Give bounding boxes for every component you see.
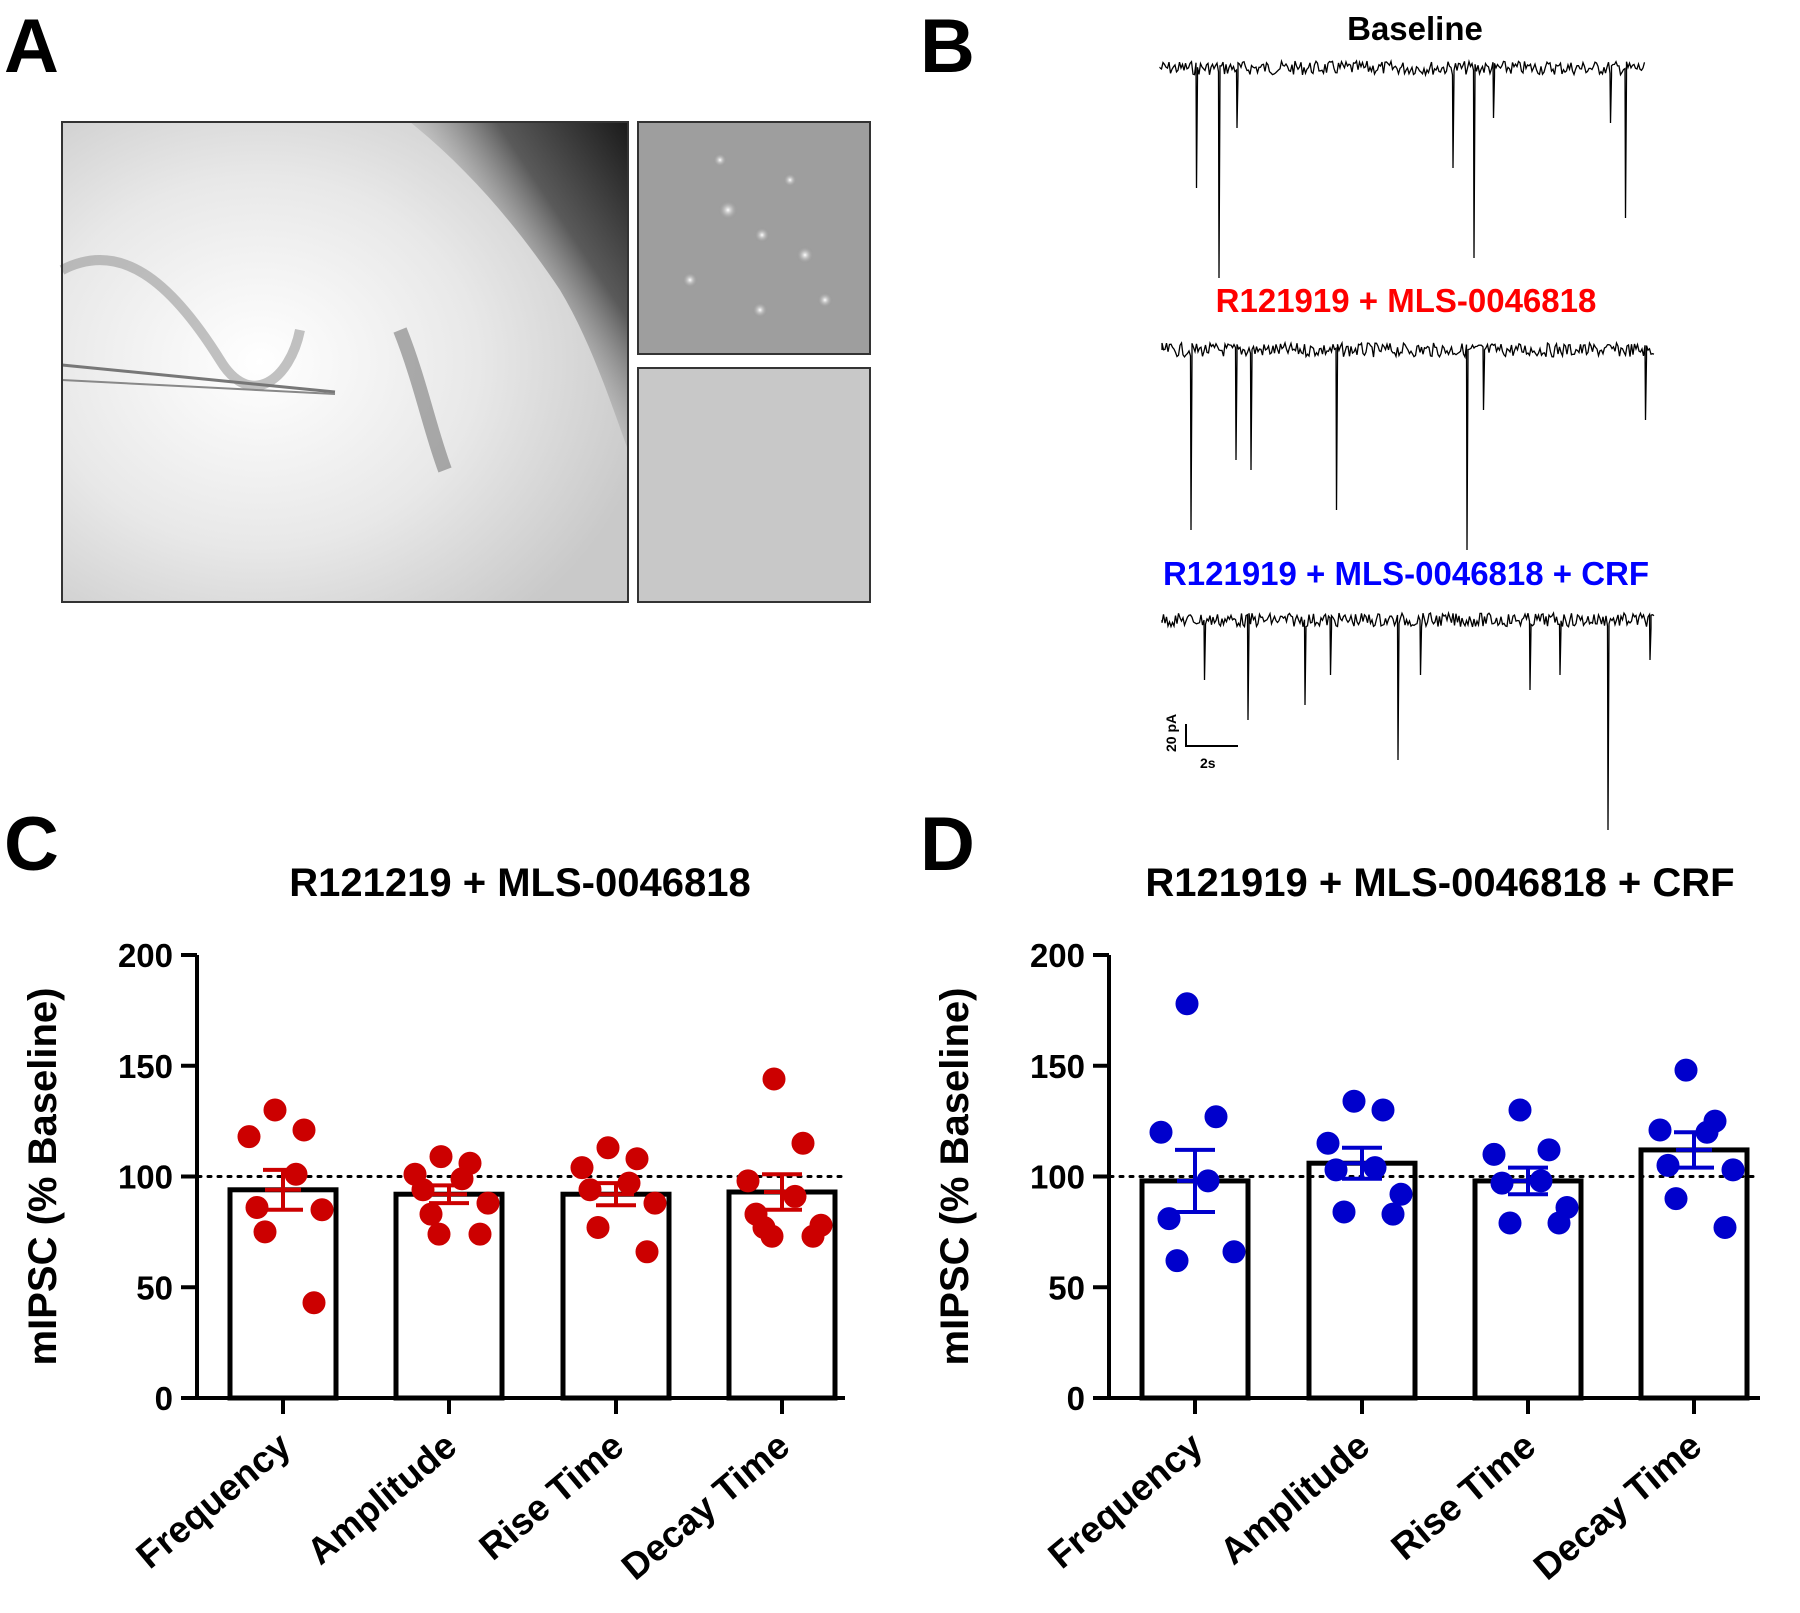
data-point (1324, 1158, 1348, 1182)
scale-bar-y-label: 20 pA (1163, 714, 1179, 752)
data-point (411, 1178, 435, 1202)
y-tick-label: 150 (118, 1048, 173, 1085)
data-point (1508, 1098, 1532, 1122)
fluorescence-image (637, 121, 871, 355)
data-point (1648, 1118, 1672, 1142)
trace-title-drug: R121919 + MLS-0046818 (1216, 282, 1597, 319)
data-point (419, 1202, 443, 1226)
data-point (263, 1098, 287, 1122)
data-point (476, 1191, 500, 1215)
trace-baseline (1159, 58, 1646, 279)
y-tick-label: 0 (1067, 1380, 1085, 1417)
data-point (1175, 992, 1199, 1016)
data-point (1721, 1158, 1745, 1182)
data-point (1332, 1200, 1356, 1224)
dic-image (637, 367, 871, 603)
category-label: Rise Time (471, 1425, 631, 1568)
y-tick-label: 50 (136, 1269, 173, 1306)
scale-bar-x-label: 2s (1200, 755, 1216, 771)
data-point (1656, 1153, 1680, 1177)
data-point (1149, 1120, 1173, 1144)
data-point (1157, 1207, 1181, 1231)
trace-drug (1161, 340, 1655, 551)
chart-c: R121219 + MLS-0046818 mIPSC (% Baseline) 0… (21, 861, 847, 1588)
category-label: Amplitude (1212, 1425, 1377, 1573)
data-point (578, 1178, 602, 1202)
data-point (1482, 1142, 1506, 1166)
scale-bar: 20 pA 2s (1163, 714, 1238, 771)
data-point (1490, 1171, 1514, 1195)
y-axis-label: mIPSC (% Baseline) (21, 988, 65, 1366)
category-label: Decay Time (614, 1425, 797, 1588)
chart-title: R121219 + MLS-0046818 (289, 861, 750, 905)
y-tick-label: 200 (118, 937, 173, 974)
data-point (1371, 1098, 1395, 1122)
data-point (1664, 1187, 1688, 1211)
category-label: Frequency (1040, 1424, 1210, 1576)
data-point (760, 1224, 784, 1248)
chart-d: R121919 + MLS-0046818 + CRF mIPSC (% Base… (933, 861, 1762, 1588)
data-point (783, 1184, 807, 1208)
trace-drug-crf (1161, 610, 1655, 831)
y-tick-label: 0 (155, 1380, 173, 1417)
y-tick-label: 150 (1030, 1048, 1085, 1085)
bar (1638, 1147, 1750, 1401)
data-point (1222, 1240, 1246, 1264)
category-label: Amplitude (299, 1425, 464, 1573)
data-point (736, 1169, 760, 1193)
y-axis-label: mIPSC (% Baseline) (933, 988, 977, 1366)
data-point (429, 1145, 453, 1169)
data-point (245, 1196, 269, 1220)
data-point (635, 1240, 659, 1264)
panel-label-d: D (920, 802, 975, 887)
panel-label-c: C (4, 802, 59, 887)
chart-title: R121919 + MLS-0046818 + CRF (1145, 861, 1734, 905)
data-point (1498, 1211, 1522, 1235)
data-point (1316, 1131, 1340, 1155)
data-point (625, 1147, 649, 1171)
data-point (643, 1191, 667, 1215)
bar (560, 1191, 672, 1401)
category-label: Frequency (128, 1424, 298, 1576)
trace-title-drug-crf: R121919 + MLS-0046818 + CRF (1163, 555, 1649, 592)
y-tick-label: 100 (1030, 1159, 1085, 1196)
data-point (237, 1125, 261, 1149)
y-tick-label: 100 (118, 1159, 173, 1196)
data-point (468, 1222, 492, 1246)
data-point (1165, 1249, 1189, 1273)
data-point (1674, 1058, 1698, 1082)
data-point (310, 1198, 334, 1222)
y-tick-label: 200 (1030, 937, 1085, 974)
data-point (596, 1136, 620, 1160)
data-point (1389, 1182, 1413, 1206)
data-point (1547, 1211, 1571, 1235)
data-point (302, 1291, 326, 1315)
data-point (570, 1156, 594, 1180)
data-point (1381, 1202, 1405, 1226)
data-point (762, 1067, 786, 1091)
panel-b-traces: Baseline R121919 + MLS-0046818 R121919 +… (1159, 10, 1655, 831)
data-point (427, 1222, 451, 1246)
data-point (1363, 1156, 1387, 1180)
trace-title-baseline: Baseline (1347, 10, 1483, 47)
data-point (1713, 1215, 1737, 1239)
panel-label-a: A (4, 4, 59, 89)
brightfield-slice-image (59, 121, 629, 603)
category-label: Decay Time (1526, 1425, 1709, 1588)
data-point (586, 1215, 610, 1239)
data-point (801, 1224, 825, 1248)
data-point (292, 1118, 316, 1142)
panel-a-micrographs (59, 121, 871, 603)
y-tick-label: 50 (1048, 1269, 1085, 1306)
data-point (253, 1220, 277, 1244)
panel-label-b: B (920, 4, 975, 89)
data-point (791, 1131, 815, 1155)
data-point (1204, 1105, 1228, 1129)
data-point (284, 1162, 308, 1186)
category-label: Rise Time (1383, 1425, 1543, 1568)
data-point (1537, 1138, 1561, 1162)
data-point (1342, 1089, 1366, 1113)
